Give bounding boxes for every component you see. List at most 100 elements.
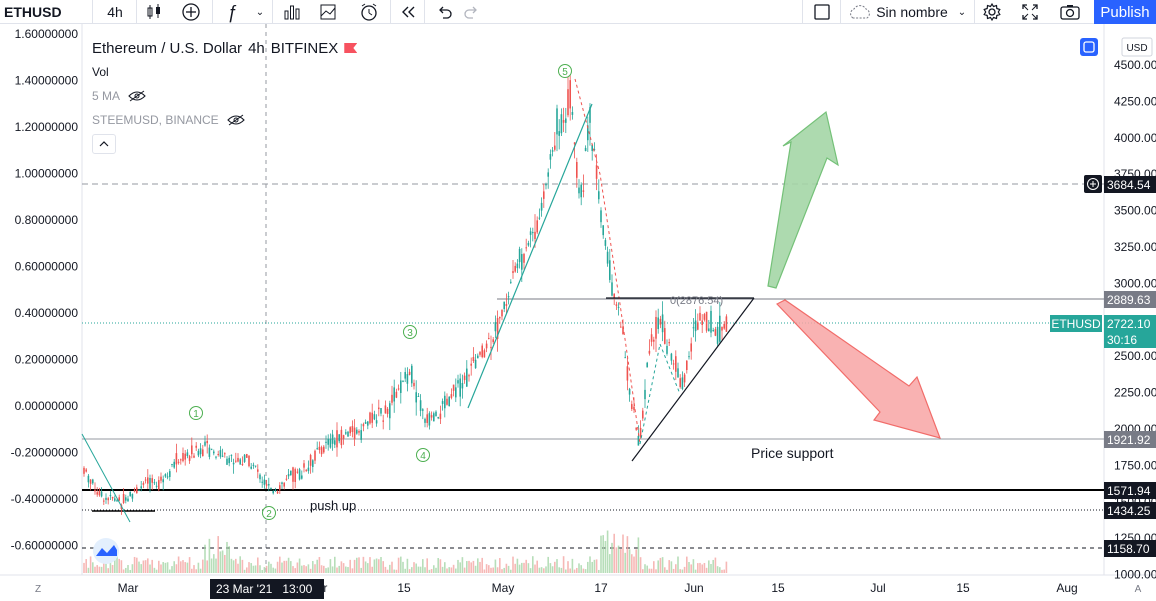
candle-body bbox=[719, 315, 721, 342]
candle-style-icon[interactable] bbox=[142, 0, 166, 24]
right-axis-tick: 3000.00 bbox=[1114, 276, 1156, 290]
legend-collapse-button[interactable] bbox=[92, 134, 116, 154]
candle-body bbox=[413, 382, 415, 387]
currency-box[interactable] bbox=[1121, 37, 1153, 57]
candle-body bbox=[371, 412, 373, 423]
volume-bar bbox=[507, 565, 510, 573]
candle-body bbox=[320, 447, 323, 455]
financials-icon[interactable] bbox=[280, 0, 304, 24]
candle-body bbox=[360, 430, 362, 440]
wave-path[interactable] bbox=[639, 342, 681, 445]
candle-body bbox=[490, 346, 492, 348]
price-support-label[interactable]: Price support bbox=[751, 445, 834, 461]
bearish-arrow[interactable] bbox=[776, 299, 941, 439]
indicators-icon[interactable]: ƒ bbox=[226, 1, 237, 22]
volume-bar bbox=[246, 567, 248, 573]
volume-bar bbox=[642, 569, 644, 573]
candle-body bbox=[593, 149, 596, 151]
candle-body bbox=[162, 479, 164, 483]
chevron-down-icon[interactable]: ⌄ bbox=[255, 6, 265, 18]
fullscreen-toggle-icon[interactable] bbox=[810, 0, 834, 24]
volume-bar bbox=[633, 556, 635, 573]
add-price-level-button[interactable] bbox=[1084, 175, 1102, 193]
trend-line-up[interactable] bbox=[467, 103, 593, 409]
chevron-down-icon[interactable]: ⌄ bbox=[957, 6, 967, 18]
interval-button[interactable]: 4h bbox=[107, 4, 123, 20]
trend-line-down[interactable] bbox=[81, 433, 131, 523]
camera-icon[interactable] bbox=[1056, 0, 1084, 24]
svg-text:2: 2 bbox=[266, 509, 272, 520]
legend-ma-row[interactable]: 5 MA bbox=[92, 84, 363, 108]
publish-button[interactable]: Publish bbox=[1094, 0, 1156, 24]
crosshair-price-label: 3684.54 bbox=[1104, 176, 1156, 193]
wave-label-5[interactable]: 5 bbox=[558, 64, 572, 79]
volume-bar bbox=[103, 560, 105, 573]
wave-path[interactable] bbox=[574, 78, 641, 445]
bullish-arrow[interactable] bbox=[767, 110, 839, 289]
undo-icon[interactable] bbox=[432, 0, 456, 24]
hidden-eye-icon[interactable] bbox=[128, 90, 146, 102]
volume-bar bbox=[565, 569, 567, 573]
volume-bar bbox=[204, 544, 206, 573]
auto-scale-toggle[interactable]: A bbox=[1135, 584, 1142, 595]
legend-title-row[interactable]: Ethereum / U.S. Dollar 4h BITFINEX bbox=[92, 38, 363, 58]
candle-body bbox=[367, 421, 369, 426]
volume-bar bbox=[600, 535, 602, 573]
candle-body bbox=[408, 371, 411, 375]
chart-pane[interactable]: 1.60000000 1.40000000 1.20000000 1.00000000… bbox=[0, 24, 1156, 601]
candle-body bbox=[686, 360, 688, 371]
candle-body bbox=[382, 420, 384, 422]
layout-name-button[interactable]: Sin nombre bbox=[876, 4, 948, 20]
candle-body bbox=[303, 463, 305, 468]
volume-bar bbox=[120, 560, 123, 573]
wave-label-1[interactable]: 1 bbox=[189, 406, 203, 421]
volume-bar bbox=[287, 557, 290, 573]
volume-bar bbox=[512, 556, 514, 573]
toolbar-divider bbox=[802, 0, 803, 24]
log-scale-toggle[interactable]: Z bbox=[35, 584, 41, 595]
fullscreen-icon[interactable] bbox=[1018, 0, 1042, 24]
candle-body bbox=[450, 394, 453, 398]
gear-icon[interactable] bbox=[980, 0, 1004, 24]
volume-bar bbox=[92, 562, 94, 573]
volume-bar bbox=[479, 561, 481, 573]
volume-bar bbox=[114, 556, 116, 573]
cloud-icon[interactable] bbox=[846, 0, 874, 24]
flag-icon[interactable] bbox=[344, 43, 358, 53]
volume-bar bbox=[334, 556, 336, 573]
candle-body bbox=[248, 455, 250, 467]
wave-label-4[interactable]: 4 bbox=[416, 448, 430, 463]
alert-icon[interactable] bbox=[356, 0, 382, 24]
triangle-support-line[interactable] bbox=[631, 297, 755, 462]
time-axis-tick: 15 bbox=[956, 581, 970, 595]
candle-body bbox=[455, 387, 457, 398]
candle-body bbox=[507, 296, 510, 298]
left-price-axis[interactable]: 1.60000000 1.40000000 1.20000000 1.00000000… bbox=[11, 27, 79, 553]
volume-bar bbox=[184, 562, 186, 573]
wave-label-3[interactable]: 3 bbox=[403, 325, 417, 340]
templates-icon[interactable] bbox=[316, 0, 340, 24]
legend-compare-row[interactable]: STEEMUSD, BINANCE bbox=[92, 108, 363, 132]
sync-icon[interactable] bbox=[1080, 38, 1098, 56]
tradingview-logo-icon[interactable] bbox=[93, 538, 119, 564]
volume-bar bbox=[468, 560, 470, 573]
volume-bar bbox=[721, 569, 723, 573]
candle-body bbox=[664, 328, 666, 344]
wave-label-2[interactable]: 2 bbox=[262, 506, 276, 521]
candle-body bbox=[538, 217, 541, 219]
candle-body bbox=[536, 220, 538, 233]
volume-bar bbox=[400, 556, 402, 573]
volume-bar bbox=[340, 561, 343, 573]
redo-icon[interactable] bbox=[460, 0, 484, 24]
hidden-eye-icon[interactable] bbox=[226, 114, 245, 126]
currency-label[interactable]: USD bbox=[1126, 43, 1147, 54]
push-up-label[interactable]: push up bbox=[310, 498, 356, 513]
candle-body bbox=[481, 345, 483, 358]
compare-add-icon[interactable] bbox=[178, 0, 204, 24]
legend-vol-row[interactable]: Vol bbox=[92, 60, 363, 84]
volume-bar bbox=[657, 560, 659, 573]
volume-bar bbox=[325, 568, 327, 573]
symbol-search-button[interactable]: ETHUSD bbox=[4, 4, 62, 20]
right-axis-tick: 2250.00 bbox=[1114, 386, 1156, 400]
replay-icon[interactable] bbox=[396, 0, 420, 24]
